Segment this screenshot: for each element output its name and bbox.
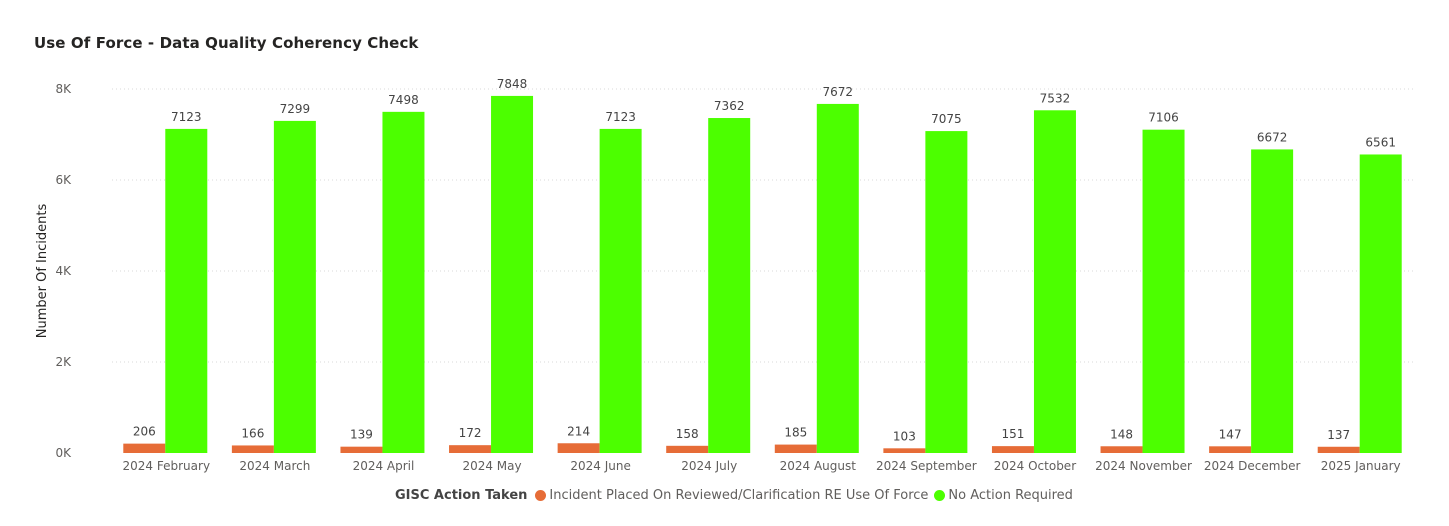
x-tick-label: 2024 April [353, 459, 415, 473]
y-tick-label: 0K [55, 446, 72, 460]
bar-series-1 [165, 128, 208, 453]
bar-series-0 [231, 445, 274, 453]
x-tick-label: 2024 December [1204, 459, 1301, 473]
chart-title: Use Of Force - Data Quality Coherency Ch… [34, 34, 419, 52]
x-tick-label: 2024 February [123, 459, 211, 473]
x-tick-label: 2025 January [1321, 459, 1401, 473]
data-label-series-1: 7299 [280, 102, 311, 116]
data-label-series-1: 7362 [714, 99, 745, 113]
data-label-series-1: 7848 [497, 77, 528, 91]
data-label-series-0: 147 [1219, 427, 1242, 441]
data-label-series-0: 206 [133, 425, 156, 439]
bar-series-1 [925, 131, 968, 453]
data-label-series-0: 214 [567, 424, 590, 438]
data-label-series-1: 7106 [1148, 111, 1179, 125]
bar-series-1 [1359, 154, 1402, 454]
y-tick-label: 2K [55, 355, 72, 369]
legend-marker-icon [934, 490, 946, 501]
y-tick-label: 8K [55, 82, 72, 96]
data-label-series-1: 7532 [1040, 91, 1071, 105]
data-label-series-1: 7075 [931, 112, 962, 126]
bar-series-1 [491, 95, 534, 453]
bar-series-1 [599, 128, 642, 453]
bar-series-0 [1317, 446, 1360, 453]
x-tick-label: 2024 November [1095, 459, 1192, 473]
legend-title: GISC Action Taken [395, 488, 528, 503]
data-label-series-0: 148 [1110, 427, 1133, 441]
x-tick-label: 2024 October [994, 459, 1076, 473]
bar-series-0 [1209, 446, 1252, 453]
y-tick-label: 4K [55, 264, 72, 278]
x-tick-label: 2024 June [570, 459, 631, 473]
bar-series-0 [883, 448, 926, 453]
data-label-series-1: 7123 [171, 110, 202, 124]
data-label-series-1: 6561 [1365, 135, 1396, 149]
y-axis-title: Number Of Incidents [35, 204, 50, 339]
legend-label-series-1: No Action Required [948, 488, 1073, 503]
data-label-series-0: 151 [1002, 427, 1025, 441]
data-label-series-0: 158 [676, 427, 699, 441]
data-label-series-1: 6672 [1257, 130, 1288, 144]
bar-series-1 [1033, 110, 1076, 453]
bar-series-1 [382, 111, 425, 453]
data-label-series-0: 137 [1327, 428, 1350, 442]
legend-label-series-0: Incident Placed On Reviewed/Clarificatio… [549, 488, 929, 503]
data-label-series-0: 139 [350, 428, 373, 442]
data-label-series-0: 103 [893, 429, 916, 443]
data-label-series-0: 166 [241, 426, 264, 440]
legend-item-series-1[interactable]: No Action Required [934, 488, 1073, 503]
bar-series-0 [666, 445, 709, 453]
data-label-series-1: 7498 [388, 93, 419, 107]
y-tick-label: 6K [55, 173, 72, 187]
bar-series-1 [1251, 149, 1294, 453]
legend-item-series-0[interactable]: Incident Placed On Reviewed/Clarificatio… [535, 488, 928, 503]
bar-series-0 [1100, 446, 1143, 453]
x-tick-label: 2024 August [780, 459, 857, 473]
bar-series-1 [816, 103, 859, 453]
bar-series-0 [123, 443, 166, 453]
bar-series-0 [774, 444, 817, 453]
x-tick-label: 2024 March [239, 459, 310, 473]
x-tick-label: 2024 September [876, 459, 977, 473]
bar-series-0 [991, 446, 1034, 453]
bar-series-0 [557, 443, 600, 453]
bar-series-1 [273, 120, 316, 453]
data-label-series-0: 185 [784, 426, 807, 440]
legend-marker-icon [535, 490, 547, 501]
legend: GISC Action Taken Incident Placed On Rev… [395, 488, 1079, 503]
x-tick-label: 2024 May [462, 459, 521, 473]
data-label-series-1: 7672 [823, 85, 854, 99]
x-tick-label: 2024 July [681, 459, 737, 473]
bar-series-1 [1142, 129, 1185, 453]
data-label-series-0: 172 [459, 426, 482, 440]
bar-series-0 [449, 445, 492, 453]
data-label-series-1: 7123 [605, 110, 636, 124]
bar-series-1 [708, 118, 751, 454]
bar-series-0 [340, 446, 383, 453]
